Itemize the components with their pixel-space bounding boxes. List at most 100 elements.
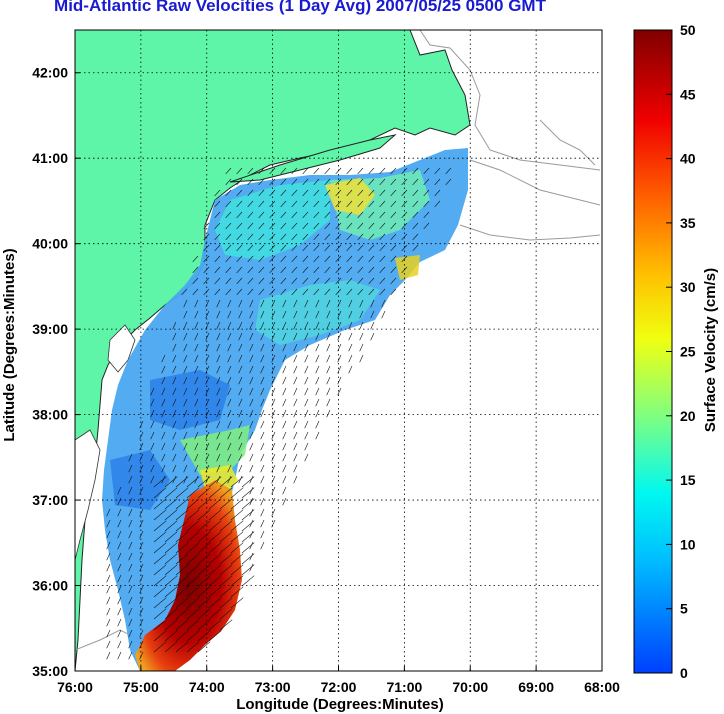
velocity-vector bbox=[139, 563, 144, 572]
velocity-vector bbox=[357, 211, 364, 219]
velocity-vector bbox=[186, 586, 200, 598]
velocity-vector bbox=[293, 354, 298, 363]
velocity-vector bbox=[139, 475, 144, 484]
colorbar-tick-label: 25 bbox=[680, 344, 696, 360]
colorbar-tick-label: 30 bbox=[680, 279, 696, 295]
velocity-vector bbox=[370, 310, 375, 319]
velocity-vector bbox=[357, 178, 364, 186]
velocity-vector bbox=[194, 442, 199, 451]
velocity-vector bbox=[128, 618, 133, 627]
velocity-vector bbox=[128, 585, 133, 594]
velocity-vector bbox=[390, 277, 397, 285]
velocity-vector bbox=[293, 475, 298, 484]
velocity-vector bbox=[238, 343, 243, 352]
velocity-vector bbox=[194, 299, 199, 308]
velocity-vector bbox=[260, 398, 265, 407]
velocity-vector bbox=[128, 453, 133, 462]
y-tick-label: 39:00 bbox=[32, 321, 68, 337]
velocity-vector bbox=[368, 288, 375, 296]
velocity-vector bbox=[346, 167, 353, 175]
velocity-vector bbox=[186, 509, 200, 521]
velocity-vector bbox=[258, 167, 265, 175]
velocity-vector bbox=[186, 619, 200, 631]
velocity-vector bbox=[304, 343, 309, 352]
velocity-vector bbox=[150, 442, 155, 451]
velocity-vector bbox=[183, 431, 188, 440]
velocity-vector bbox=[219, 509, 233, 521]
velocity-vector bbox=[172, 376, 177, 385]
velocity-vector bbox=[183, 299, 188, 308]
velocity-vector bbox=[326, 365, 331, 374]
velocity-vector bbox=[227, 431, 232, 440]
x-axis-ticks: 76:00 75:00 74:00 73:00 72:00 71:00 70:00 69:00… bbox=[57, 666, 620, 695]
velocity-vector bbox=[269, 277, 276, 285]
velocity-vector bbox=[238, 420, 243, 429]
velocity-vector bbox=[260, 530, 265, 539]
velocity-vector bbox=[304, 299, 309, 308]
velocity-vector bbox=[172, 453, 177, 462]
velocity-vector bbox=[348, 343, 353, 352]
velocity-vector bbox=[216, 343, 221, 352]
velocity-vector bbox=[337, 332, 342, 341]
velocity-vector bbox=[238, 442, 243, 451]
velocity-vector bbox=[326, 387, 331, 396]
velocity-vector bbox=[153, 553, 167, 565]
velocity-vector bbox=[302, 178, 309, 186]
velocity-vector bbox=[161, 453, 166, 462]
velocity-vector bbox=[271, 431, 276, 440]
velocity-vector bbox=[186, 487, 200, 499]
velocity-vector bbox=[161, 420, 166, 429]
velocity-vector bbox=[128, 651, 133, 660]
velocity-vector bbox=[238, 376, 243, 385]
velocity-vector bbox=[258, 255, 265, 263]
velocity-vector bbox=[271, 376, 276, 385]
velocity-vector bbox=[219, 531, 233, 543]
velocity-vector bbox=[161, 354, 166, 363]
velocity-vector bbox=[359, 310, 364, 319]
velocity-vector bbox=[324, 266, 331, 274]
velocity-vector bbox=[260, 486, 265, 495]
velocity-vector bbox=[304, 365, 309, 374]
velocity-vector bbox=[280, 255, 287, 263]
velocity-vector bbox=[337, 376, 342, 385]
velocity-vector bbox=[216, 376, 221, 385]
velocity-vector bbox=[238, 310, 243, 319]
velocity-vector bbox=[379, 233, 386, 241]
velocity-vector bbox=[205, 387, 210, 396]
velocity-vector bbox=[357, 266, 364, 274]
velocity-vector bbox=[106, 651, 111, 660]
velocity-vector bbox=[315, 431, 320, 440]
velocity-vector bbox=[271, 299, 276, 308]
velocity-vector bbox=[197, 509, 211, 521]
velocity-vector bbox=[302, 277, 309, 285]
velocity-vector bbox=[230, 531, 244, 543]
velocity-vector bbox=[249, 497, 254, 506]
velocity-vector bbox=[282, 497, 287, 506]
velocity-vector bbox=[249, 563, 254, 572]
velocity-vector bbox=[293, 431, 298, 440]
y-tick-label: 37:00 bbox=[32, 492, 68, 508]
velocity-vector bbox=[412, 244, 419, 252]
velocity-vector bbox=[304, 453, 309, 462]
y-tick-label: 42:00 bbox=[32, 65, 68, 81]
velocity-vector bbox=[117, 574, 122, 583]
velocity-vector bbox=[238, 321, 243, 330]
velocity-vector bbox=[315, 343, 320, 352]
velocity-vector bbox=[183, 365, 188, 374]
velocity-vector bbox=[117, 519, 122, 528]
velocity-vector bbox=[186, 476, 200, 488]
velocity-vector bbox=[106, 607, 111, 616]
velocity-vector bbox=[208, 509, 222, 521]
velocity-vector bbox=[128, 640, 133, 649]
velocity-vector bbox=[172, 343, 177, 352]
velocity-vector bbox=[282, 332, 287, 341]
velocity-vector bbox=[236, 167, 243, 175]
velocity-vector bbox=[293, 321, 298, 330]
velocity-vector bbox=[368, 244, 375, 252]
velocity-vector bbox=[236, 288, 243, 296]
velocity-vector bbox=[271, 453, 276, 462]
velocity-vector bbox=[197, 630, 211, 642]
velocity-vector bbox=[346, 189, 353, 197]
velocity-vector bbox=[381, 299, 386, 308]
velocity-vector bbox=[183, 321, 188, 330]
